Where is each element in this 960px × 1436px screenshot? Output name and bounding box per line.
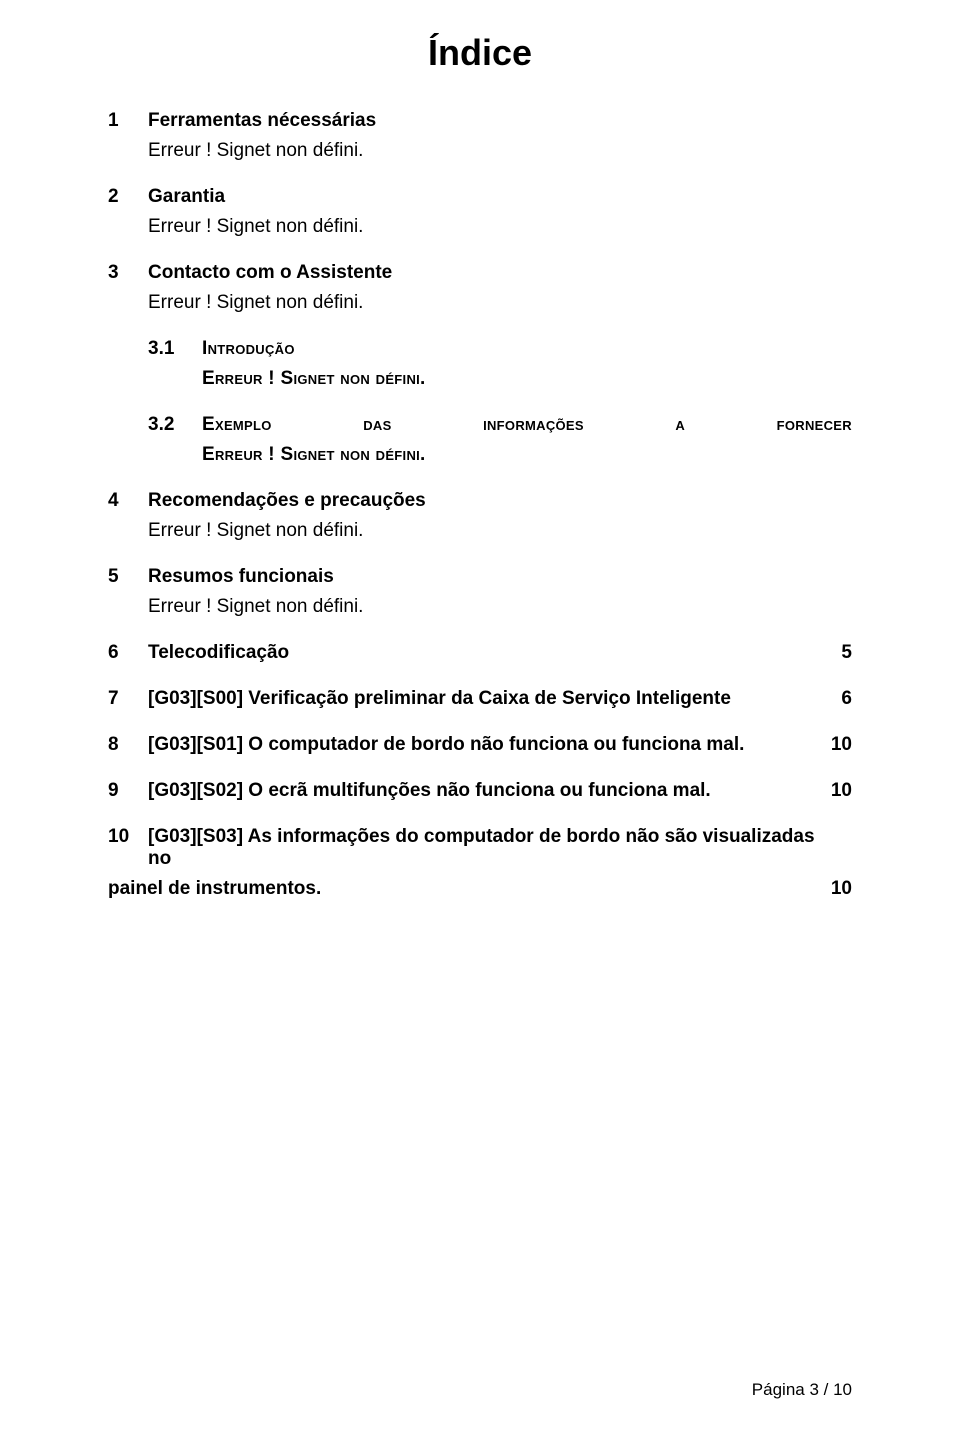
toc-number: 1 — [108, 110, 148, 132]
toc-error: Erreur ! Signet non défini. — [148, 140, 852, 162]
toc-row: 5 Resumos funcionais — [108, 566, 852, 588]
toc-error: Erreur ! Signet non défini. — [148, 292, 852, 314]
toc-label: [G03][S00] Verificação preliminar da Cai… — [148, 688, 818, 710]
toc-number: 2 — [108, 186, 148, 208]
toc-number: 9 — [108, 780, 148, 802]
toc-number: 10 — [108, 826, 148, 848]
toc-page: 10 — [818, 780, 852, 802]
toc-subitem: 3.1 Introdução Erreur ! Signet non défin… — [108, 338, 852, 390]
page-title: Índice — [108, 32, 852, 74]
toc-item-page: 9 [G03][S02] O ecrã multifunções não fun… — [108, 780, 852, 802]
toc-number: 4 — [108, 490, 148, 512]
toc-item: 5 Resumos funcionais Erreur ! Signet non… — [108, 566, 852, 618]
toc-page: 6 — [818, 688, 852, 710]
spread-word: informações — [483, 414, 584, 436]
toc-row: 3 Contacto com o Assistente — [108, 262, 852, 284]
error-prefix: Erreur — [202, 444, 263, 465]
spread-word: das — [363, 414, 391, 436]
toc-number: 3.2 — [148, 414, 202, 436]
error-rest: ! Signet non défini. — [263, 444, 426, 465]
toc-row: 3.2 Exemplo das informações a fornecer — [148, 414, 852, 436]
toc-label-line2: painel de instrumentos. — [108, 878, 818, 900]
toc-subitem: 3.2 Exemplo das informações a fornecer E… — [108, 414, 852, 466]
toc-item: 3 Contacto com o Assistente Erreur ! Sig… — [108, 262, 852, 314]
toc-page: 10 — [818, 734, 852, 756]
toc-error: Erreur ! Signet non défini. — [148, 216, 852, 238]
toc-number: 3 — [108, 262, 148, 284]
toc-error: Erreur ! Signet non défini. — [148, 520, 852, 542]
toc-label: [G03][S02] O ecrã multifunções não funci… — [148, 780, 818, 802]
toc-item: 1 Ferramentas nécessárias Erreur ! Signe… — [108, 110, 852, 162]
toc-label-line1: [G03][S03] As informações do computador … — [148, 826, 852, 870]
toc-page: 10 — [818, 878, 852, 900]
spread-word: Exemplo — [202, 414, 272, 436]
toc-label: Resumos funcionais — [148, 566, 852, 588]
toc-row: 4 Recomendações e precauções — [108, 490, 852, 512]
toc-item: 4 Recomendações e precauções Erreur ! Si… — [108, 490, 852, 542]
toc-item-page: 7 [G03][S00] Verificação preliminar da C… — [108, 688, 852, 710]
toc-error: Erreur ! Signet non défini. — [202, 368, 852, 390]
toc-item-page: 6 Telecodificação 5 — [108, 642, 852, 664]
toc-number: 3.1 — [148, 338, 202, 360]
spread-word: fornecer — [777, 414, 852, 436]
toc-label: Telecodificação — [148, 642, 818, 664]
toc-error: Erreur ! Signet non défini. — [202, 444, 852, 466]
toc-number: 5 — [108, 566, 148, 588]
toc-number: 6 — [108, 642, 148, 664]
toc-row: 2 Garantia — [108, 186, 852, 208]
toc-label: Contacto com o Assistente — [148, 262, 852, 284]
error-rest: ! Signet non défini. — [263, 368, 426, 389]
toc-label: Garantia — [148, 186, 852, 208]
toc-row: 3.1 Introdução — [148, 338, 852, 360]
toc-row: 1 Ferramentas nécessárias — [108, 110, 852, 132]
toc-number: 7 — [108, 688, 148, 710]
spread-word: a — [675, 414, 685, 436]
page-footer: Página 3 / 10 — [752, 1380, 852, 1400]
toc-error: Erreur ! Signet non défini. — [148, 596, 852, 618]
toc-label-spread: Exemplo das informações a fornecer — [202, 414, 852, 436]
toc-label: [G03][S01] O computador de bordo não fun… — [148, 734, 818, 756]
toc-number: 8 — [108, 734, 148, 756]
toc-item-page: 8 [G03][S01] O computador de bordo não f… — [108, 734, 852, 756]
toc-item: 2 Garantia Erreur ! Signet non défini. — [108, 186, 852, 238]
toc-row-continuation: painel de instrumentos. 10 — [108, 878, 852, 900]
toc-label: Recomendações e precauções — [148, 490, 852, 512]
toc-item-page-multiline: 10 [G03][S03] As informações do computad… — [108, 826, 852, 900]
toc-label: Ferramentas nécessárias — [148, 110, 852, 132]
toc-label: Introdução — [202, 338, 852, 360]
error-prefix: Erreur — [202, 368, 263, 389]
page: Índice 1 Ferramentas nécessárias Erreur … — [0, 0, 960, 1436]
toc-page: 5 — [818, 642, 852, 664]
